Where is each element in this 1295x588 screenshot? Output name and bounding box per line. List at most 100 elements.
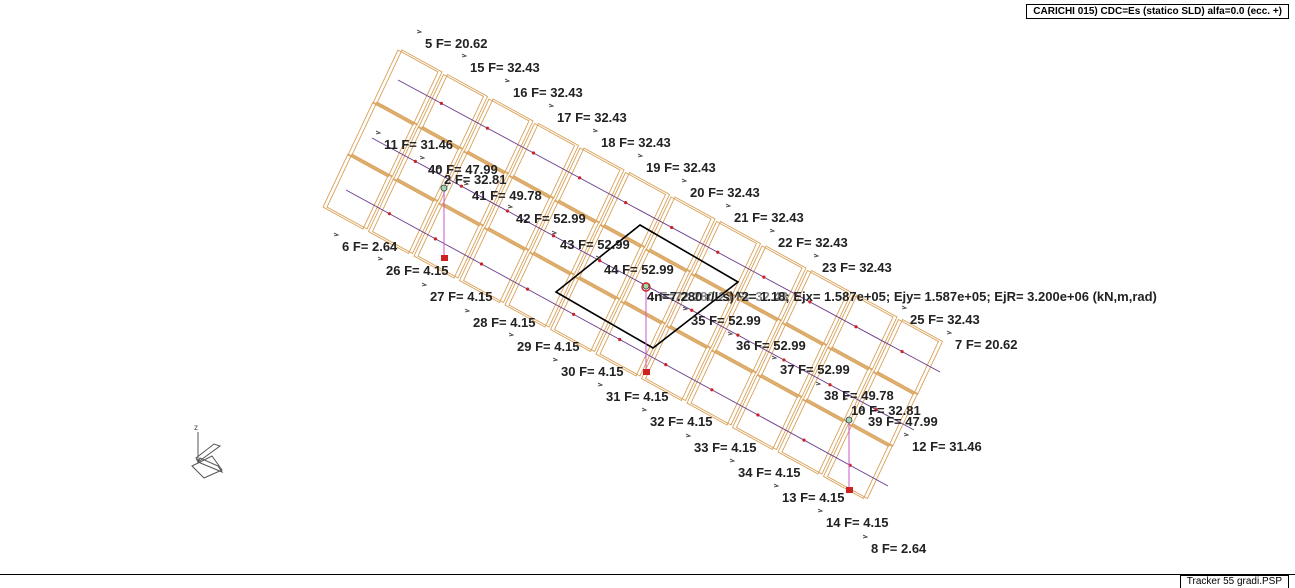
load-label: 2 F= 32.81 xyxy=(444,172,507,187)
load-label: 38 F= 49.78 xyxy=(824,388,894,403)
load-label: 32 F= 4.15 xyxy=(650,414,713,429)
load-arrow xyxy=(435,165,442,170)
load-arrow xyxy=(333,232,340,237)
load-label: 35 F= 52.99 xyxy=(691,313,761,328)
load-label: 13 F= 4.15 xyxy=(782,490,845,505)
load-arrow xyxy=(463,181,470,186)
panel-frames xyxy=(322,49,944,500)
panel-frame xyxy=(508,251,575,328)
selected-region-outline xyxy=(554,224,740,349)
panel-frame xyxy=(872,318,940,396)
panel-frame xyxy=(458,226,526,304)
panel-frame xyxy=(740,245,807,322)
panel-frame xyxy=(731,373,799,451)
panel-frame xyxy=(822,422,890,500)
load-label: 33 F= 4.15 xyxy=(694,440,757,455)
panel-frame xyxy=(686,349,753,426)
panel-frame xyxy=(326,153,393,230)
load-arrow xyxy=(375,130,382,135)
load-arrow xyxy=(685,433,692,438)
panel-frame xyxy=(553,275,621,353)
load-arrow xyxy=(725,203,732,208)
structural-diagram: 5 F= 20.62 15 F= 32.43 16 F= 32.43 17 F= 32… xyxy=(191,29,1157,556)
member-node xyxy=(618,337,622,342)
load-arrow xyxy=(862,534,869,539)
load-label: 39 F= 47.99 xyxy=(868,414,938,429)
footer-rule xyxy=(0,574,1295,575)
load-label: 19 F= 32.43 xyxy=(646,160,716,175)
panel-frame xyxy=(504,251,571,328)
axis-z-label: z xyxy=(194,423,198,432)
load-label: 26 F= 4.15 xyxy=(386,263,449,278)
panel-frame xyxy=(736,245,803,322)
load-arrow xyxy=(903,432,910,437)
load-arrow xyxy=(946,330,953,335)
axis-y-arrow xyxy=(195,443,222,463)
member-node xyxy=(762,275,766,279)
file-name-label: Tracker 55 gradi.PSP xyxy=(1179,575,1289,588)
load-label: 14 F= 4.15 xyxy=(826,515,889,530)
load-label: 23 F= 32.43 xyxy=(822,260,892,275)
panel-frame xyxy=(549,275,617,353)
load-label: 34 F= 4.15 xyxy=(738,465,801,480)
panel-frame xyxy=(690,349,757,426)
member-node xyxy=(808,300,812,304)
panel-frame xyxy=(690,220,758,298)
load-label: 18 F= 32.43 xyxy=(601,135,671,150)
load-arrow xyxy=(507,204,514,209)
panel-frame xyxy=(711,297,778,374)
post-top-node xyxy=(440,184,448,192)
panel-frame xyxy=(831,294,898,371)
load-label: 12 F= 31.46 xyxy=(912,439,982,454)
panel-frame xyxy=(417,202,484,279)
member-node xyxy=(531,151,536,155)
load-label: 30 F= 4.15 xyxy=(561,364,624,379)
load-label: 27 F= 4.15 xyxy=(430,289,493,304)
stiffness-overlay-text: 4n=7.280 r/Ls)^2= 1.18; Ejx= 1.587e+05; … xyxy=(647,289,1157,304)
panel-frame xyxy=(649,196,716,273)
panel-frame xyxy=(781,269,849,347)
load-arrow xyxy=(813,253,820,258)
panel-frame xyxy=(595,300,662,377)
load-arrow xyxy=(592,128,599,133)
load-arrow xyxy=(377,256,384,261)
axis-base xyxy=(191,455,223,479)
load-arrow xyxy=(548,103,555,108)
load-arrow xyxy=(595,255,602,260)
load-arrow xyxy=(504,78,511,83)
panel-frame xyxy=(640,324,708,402)
panel-frame xyxy=(694,220,762,298)
load-arrow xyxy=(859,407,866,412)
panel-frame xyxy=(462,226,530,304)
load-arrow xyxy=(681,178,688,183)
member-node xyxy=(710,388,714,392)
load-arrow xyxy=(727,331,734,336)
panel-frame xyxy=(785,269,853,347)
member-node xyxy=(598,259,602,263)
panel-frame xyxy=(781,398,848,475)
panel-frame xyxy=(413,202,480,279)
load-labels: 5 F= 20.62 15 F= 32.43 16 F= 32.43 17 F= 32… xyxy=(342,36,1018,556)
member-node xyxy=(802,438,806,442)
stiffness-overlay: 4rF=72.280 23 F= 32.43 4n=7.280 r/Ls)^2=… xyxy=(647,289,1157,304)
panel-frame xyxy=(322,153,389,230)
load-label: 37 F= 52.99 xyxy=(780,362,850,377)
panel-frame xyxy=(669,272,737,350)
panel-frame xyxy=(367,177,435,255)
center-node xyxy=(641,282,651,292)
load-arrow xyxy=(842,396,849,401)
member-node xyxy=(433,237,438,241)
member-node xyxy=(551,234,556,238)
load-label: 41 F= 49.78 xyxy=(472,188,542,203)
member-node xyxy=(716,250,720,254)
panel-frame xyxy=(756,321,824,399)
panel-frame xyxy=(826,422,894,500)
panel-frame xyxy=(760,321,828,399)
load-arrow xyxy=(464,308,471,313)
axis-x-arrow xyxy=(197,457,224,474)
member-node xyxy=(874,407,878,412)
member-node xyxy=(485,126,490,130)
load-arrow xyxy=(729,458,736,463)
support-base xyxy=(441,255,448,261)
panel-frame xyxy=(376,49,443,126)
